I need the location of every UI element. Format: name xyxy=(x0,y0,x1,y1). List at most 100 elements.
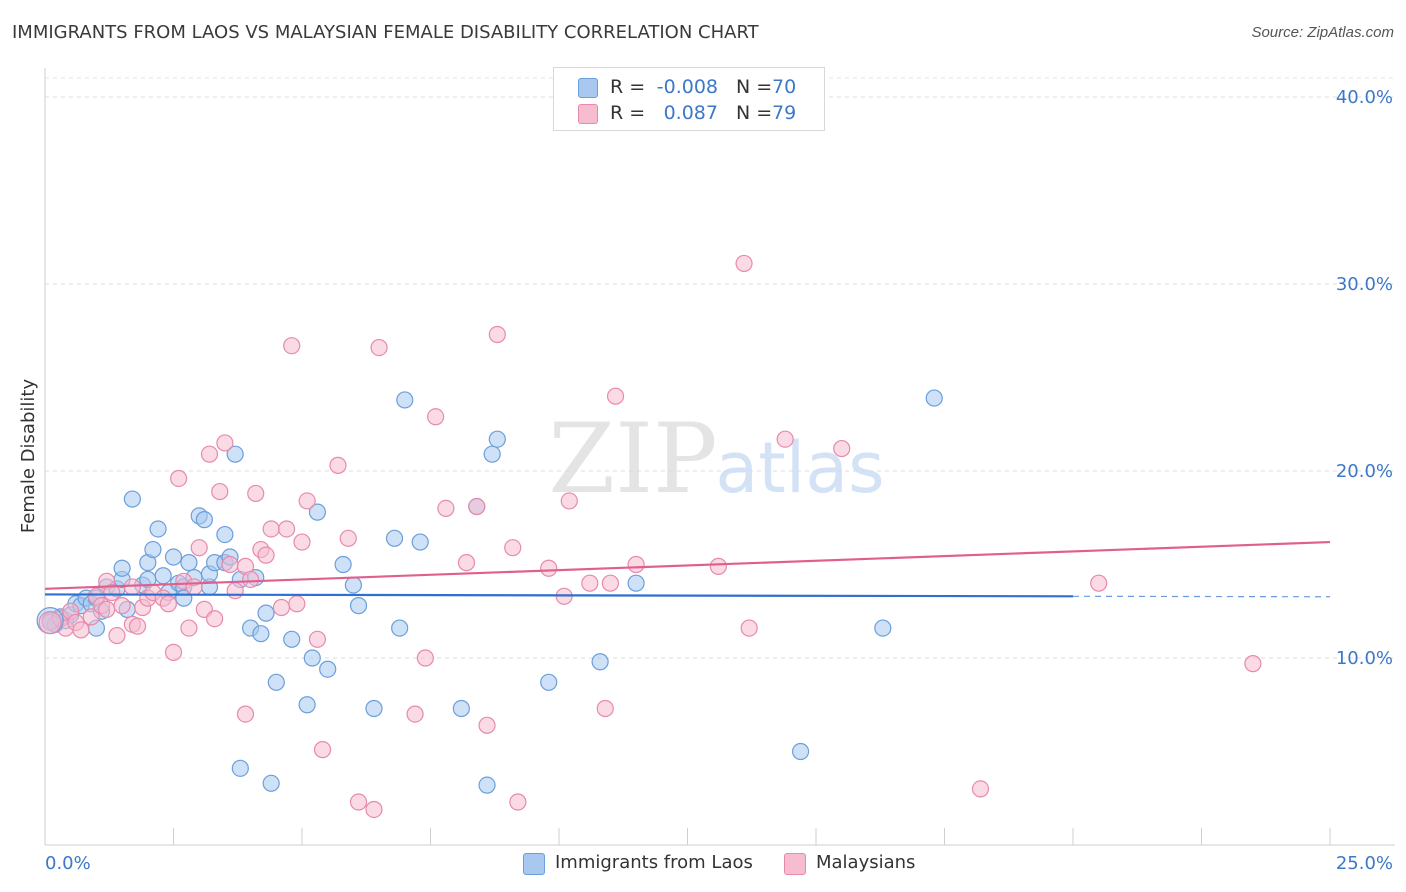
data-point xyxy=(874,619,892,637)
data-point xyxy=(339,529,357,547)
legend-swatch-malaysians xyxy=(784,853,806,875)
data-point xyxy=(113,559,131,577)
stats-legend: R = -0.008 N = 70 R = 0.087 N = 79 xyxy=(553,67,825,131)
data-point xyxy=(735,254,753,273)
data-point xyxy=(180,619,198,637)
data-point xyxy=(288,595,306,613)
data-point xyxy=(247,484,265,503)
y-tick-label: 40.0% xyxy=(1336,87,1393,108)
data-point xyxy=(98,600,116,618)
data-point xyxy=(925,389,943,407)
chart-title: IMMIGRANTS FROM LAOS VS MALAYSIAN FEMALE… xyxy=(12,22,759,43)
data-point xyxy=(488,325,506,344)
data-point xyxy=(385,529,404,547)
data-point xyxy=(283,630,301,648)
data-point xyxy=(329,456,347,474)
data-point xyxy=(231,759,249,777)
data-point xyxy=(540,559,558,577)
data-point xyxy=(971,780,990,798)
x-tick-label: 25.0% xyxy=(1336,853,1393,874)
data-point xyxy=(226,445,244,463)
data-point xyxy=(406,705,424,723)
watermark-atlas: atlas xyxy=(715,427,884,509)
data-point xyxy=(298,492,316,510)
data-point xyxy=(334,555,352,574)
data-point xyxy=(103,583,121,602)
data-point xyxy=(38,610,62,635)
y-tick-label: 30.0% xyxy=(1336,274,1393,295)
data-point xyxy=(211,482,229,501)
data-point xyxy=(221,555,239,574)
data-point xyxy=(627,555,645,574)
data-point xyxy=(1090,574,1108,592)
data-point xyxy=(144,540,162,559)
data-point xyxy=(267,673,285,691)
legend-swatch-laos xyxy=(578,78,598,98)
data-point xyxy=(308,630,327,648)
data-point xyxy=(791,742,810,761)
data-point xyxy=(303,649,321,667)
data-points xyxy=(36,254,1262,819)
data-point xyxy=(411,533,429,551)
y-tick-label: 10.0% xyxy=(1336,648,1393,669)
x-tick-label: 0.0% xyxy=(45,853,91,874)
data-point xyxy=(833,439,851,458)
trend-lines xyxy=(44,540,1331,598)
data-point xyxy=(128,617,147,635)
data-point xyxy=(349,793,368,811)
data-point xyxy=(344,576,362,594)
data-point xyxy=(483,445,501,463)
data-point xyxy=(257,604,275,622)
data-point xyxy=(123,578,141,596)
axes xyxy=(44,68,1395,846)
series-malaysians xyxy=(41,254,1262,819)
data-point xyxy=(277,520,296,538)
data-point xyxy=(308,503,327,521)
data-point xyxy=(236,705,255,723)
data-point xyxy=(283,337,301,355)
data-point xyxy=(488,430,506,448)
data-point xyxy=(226,582,244,600)
data-point xyxy=(123,490,141,508)
data-point xyxy=(190,539,208,557)
data-point xyxy=(509,793,527,811)
data-point xyxy=(242,570,260,589)
data-point xyxy=(149,520,167,538)
data-point xyxy=(82,608,100,626)
data-point xyxy=(319,660,337,678)
legend-r-label: R = xyxy=(610,76,646,98)
data-point xyxy=(370,338,388,357)
data-point xyxy=(365,800,383,819)
legend-r-value: 0.087 xyxy=(663,102,718,124)
data-point xyxy=(180,554,198,572)
data-point xyxy=(108,626,126,645)
data-point xyxy=(159,595,177,613)
y-axis-label: Female Disability xyxy=(18,379,39,534)
data-point xyxy=(195,511,213,529)
legend-r-value: -0.008 xyxy=(656,76,718,98)
data-point xyxy=(206,610,224,628)
data-point xyxy=(170,469,188,488)
legend-swatch-laos xyxy=(523,853,545,875)
data-point xyxy=(262,774,280,792)
source-label: Source: ZipAtlas.com xyxy=(1251,24,1394,41)
data-point xyxy=(72,621,90,639)
data-point xyxy=(365,699,383,718)
data-point xyxy=(504,539,522,557)
data-point xyxy=(427,408,445,426)
y-tick-label: 20.0% xyxy=(1336,461,1393,482)
data-point xyxy=(313,741,332,759)
data-point xyxy=(293,533,311,551)
data-point xyxy=(540,673,558,691)
data-point xyxy=(1244,655,1262,673)
data-point xyxy=(164,643,183,661)
data-point xyxy=(349,597,368,615)
data-point xyxy=(216,434,234,452)
data-point xyxy=(437,499,455,517)
data-point xyxy=(391,619,409,637)
data-point xyxy=(200,445,219,463)
data-point xyxy=(216,525,234,544)
data-point xyxy=(396,391,414,409)
data-point xyxy=(478,776,496,794)
